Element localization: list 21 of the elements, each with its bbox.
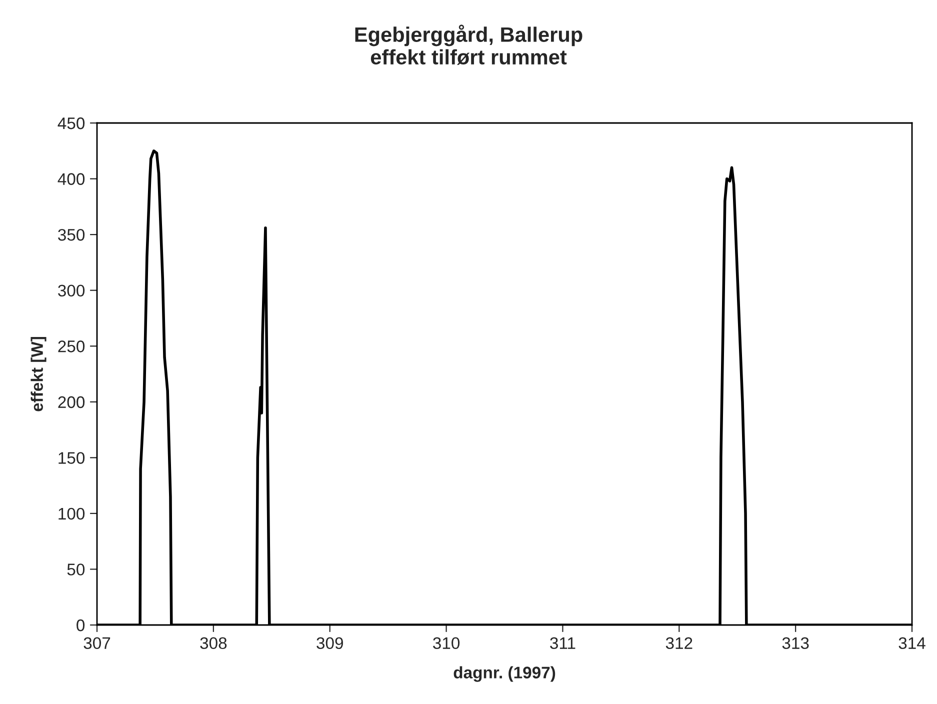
y-tick-label: 150 — [58, 452, 85, 464]
x-tick-label: 313 — [782, 637, 809, 650]
chart-title: Egebjerggård, Ballerup effekt tilført rummet — [355, 24, 582, 65]
x-tick-label: 307 — [84, 637, 110, 650]
y-tick-label: 50 — [67, 564, 85, 576]
x-tick-label: 308 — [200, 637, 227, 650]
x-tick-label: 309 — [316, 637, 343, 650]
y-tick-label: 100 — [58, 508, 85, 520]
x-tick-label: 312 — [666, 637, 692, 650]
x-tick-label: 310 — [433, 637, 460, 650]
y-tick-label: 400 — [58, 173, 85, 185]
y-axis-title: effekt [W] — [30, 336, 46, 412]
x-tick-label: 311 — [550, 637, 576, 650]
y-tick-label: 450 — [58, 117, 85, 130]
x-tick-label: 314 — [898, 637, 926, 650]
x-axis-title: dagnr. (1997) — [454, 666, 556, 682]
y-tick-label: 350 — [58, 228, 85, 241]
y-tick-label: 300 — [58, 284, 85, 297]
y-tick-label: 200 — [58, 396, 85, 408]
y-tick-label: 0 — [76, 619, 85, 632]
y-tick-label: 250 — [58, 340, 85, 352]
